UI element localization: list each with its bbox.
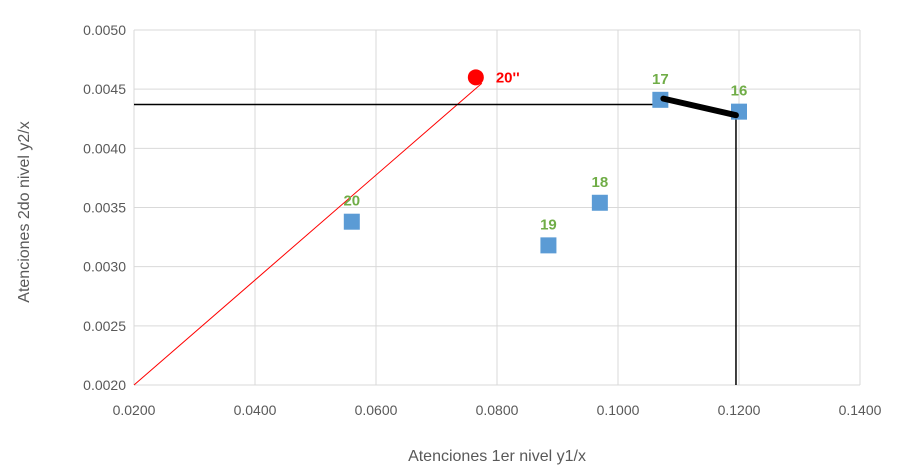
y-tick-label: 0.0050 — [83, 22, 126, 38]
data-points: 16 17 18 19 20 20'' — [343, 69, 748, 254]
x-tick-label: 0.1400 — [839, 402, 882, 418]
y-tick-label: 0.0045 — [83, 81, 126, 97]
point-20-double-prime — [467, 69, 484, 86]
red-trend-line — [133, 82, 483, 386]
point-label: 20 — [343, 193, 360, 210]
y-tick-label: 0.0020 — [83, 377, 126, 393]
point-label: 16 — [731, 83, 748, 100]
x-axis-title: Atenciones 1er nivel y1/x — [408, 448, 586, 465]
x-tick-label: 0.0200 — [113, 402, 156, 418]
x-tick-label: 0.1000 — [597, 402, 640, 418]
grid-lines — [133, 29, 861, 386]
y-tick-label: 0.0040 — [83, 140, 126, 156]
x-tick-labels: 0.0200 0.0400 0.0600 0.0800 0.1000 0.1200 0.14… — [113, 402, 882, 418]
x-tick-label: 0.0600 — [355, 402, 398, 418]
point-18 — [591, 194, 608, 211]
point-label: 18 — [592, 174, 609, 191]
annotation-lines — [133, 82, 737, 386]
thick-connector-segment — [660, 95, 739, 119]
y-axis-title: Atenciones 2do nivel y2/x — [16, 121, 33, 302]
y-tick-labels: 0.0020 0.0025 0.0030 0.0035 0.0040 0.0045 0.00… — [83, 22, 126, 393]
point-label: 20'' — [496, 69, 520, 86]
y-tick-label: 0.0035 — [83, 200, 126, 216]
point-20 — [343, 213, 360, 230]
x-tick-label: 0.0800 — [476, 402, 519, 418]
point-label: 17 — [652, 71, 669, 88]
point-19 — [540, 237, 557, 254]
y-tick-label: 0.0025 — [83, 318, 126, 334]
x-tick-label: 0.0400 — [234, 402, 277, 418]
point-label: 19 — [540, 216, 557, 233]
x-tick-label: 0.1200 — [718, 402, 761, 418]
y-tick-label: 0.0030 — [83, 259, 126, 275]
